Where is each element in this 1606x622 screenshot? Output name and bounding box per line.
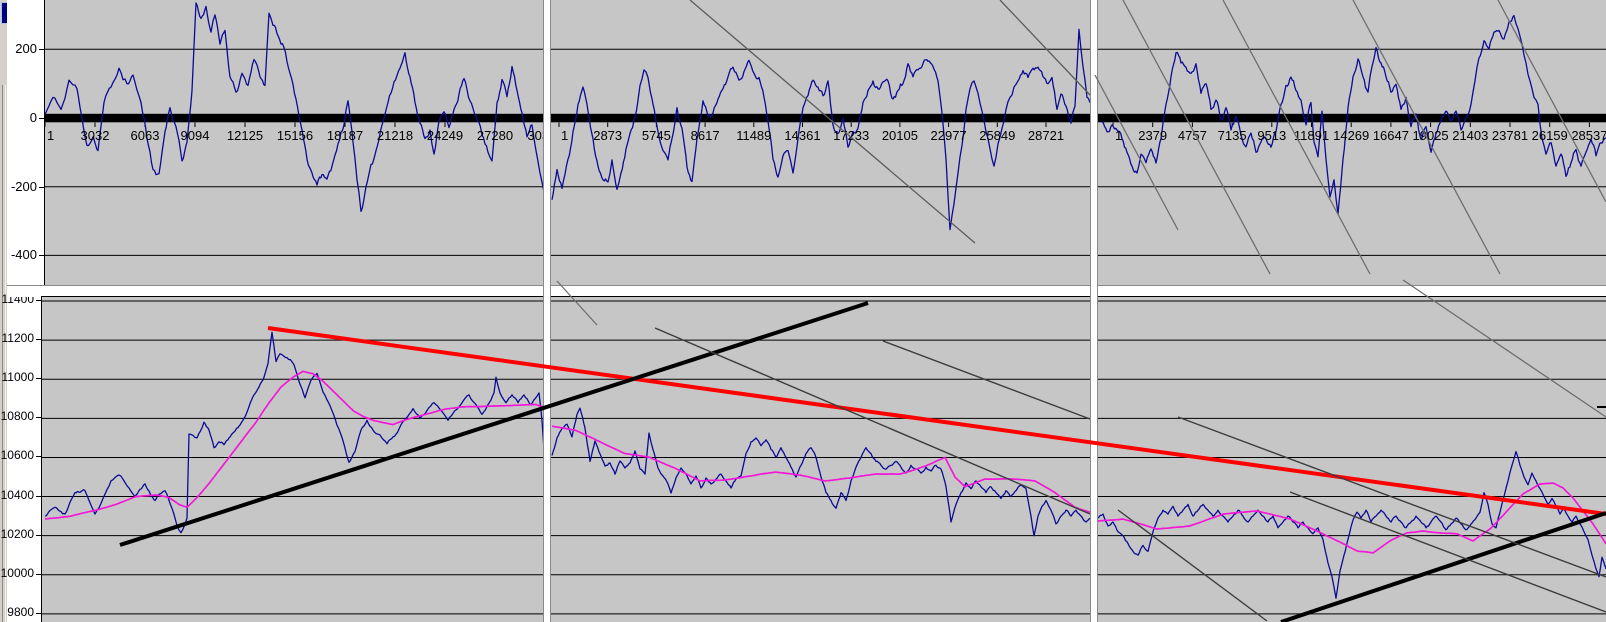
window-gap-band [7,285,1606,297]
price-line [1098,450,1606,599]
window-frame-strip [0,0,7,622]
zero-line [1098,113,1606,123]
x-axis-tick-label: 11489 [736,128,772,143]
price-chart-left[interactable] [41,296,544,622]
price-chart-middle[interactable] [551,296,1090,622]
x-axis-tick-label: 7135 [1217,128,1247,143]
x-axis-tick-label: 17233 [833,128,870,143]
x-axis-tick-label: 4757 [1177,128,1207,143]
y-axis-tick-label: 11200 [1,331,34,346]
y-axis-tick [39,255,44,257]
x-axis-tick-label: 23781 [1491,128,1529,143]
window-frame-bevel [2,85,3,622]
x-axis-tick-label: 8617 [690,128,720,143]
y-axis-tick-label: 10400 [0,487,34,502]
x-axis-tick-label: 1 [1115,128,1123,143]
x-axis-tick-label: 2379 [1138,128,1168,143]
y-axis-tick-label: 10800 [0,409,34,424]
x-axis-tick-label: 3032 [80,128,110,143]
x-axis-tick-label: 22977 [930,128,967,143]
oscillator-line [45,2,544,213]
y-axis-tick [39,118,44,119]
x-axis-tick-label: 21218 [376,128,414,143]
y-axis-tick [39,186,44,188]
x-axis-tick-label: 9513 [1257,128,1287,143]
oscillator-chart-right[interactable]: 1 2379 4757 7135 9513 11891 14269 16647 19025 214… [1098,0,1606,285]
x-axis-tick-label: 20105 [881,128,918,143]
x-axis-tick-label: 21403 [1452,128,1489,143]
window-divider-left[interactable] [543,0,551,622]
moving-average-line [551,425,1090,514]
window-frame-highlight [5,85,6,622]
price-chart-right[interactable] [1098,296,1606,622]
y-axis-tick-label: 10000 [0,565,34,580]
y-axis-tick [36,456,41,458]
window-divider-right[interactable] [1090,0,1098,622]
oscillator-y-axis: 200 0 -200 -400 [7,0,44,285]
price-left-plot [42,300,544,615]
price-y-axis: 11400 11200 11000 10800 10600 10400 10200 10000… [1,292,41,622]
x-axis-tick-label: 2873 [593,128,623,143]
price-line [551,407,1090,537]
x-axis-tick-label: 18187 [326,128,364,143]
y-axis-tick-label: 10600 [0,448,34,463]
oscillator-chart-left[interactable]: 1 3032 6063 9094 12125 15156 18187 21218 24249 27… [44,0,544,285]
y-axis-tick-label: 9800 [7,604,34,619]
x-axis-tick-label: 30311 [527,128,544,143]
y-axis-tick [36,300,41,301]
x-axis-tick-label: 27280 [476,128,514,143]
y-axis-tick-label: 11000 [1,370,34,385]
x-axis-tick-label: 9094 [180,128,210,143]
x-axis-tick-label: 1 [47,128,55,143]
y-axis-tick-label: -200 [10,178,37,194]
zero-line [551,113,1090,123]
y-axis-tick [36,573,41,575]
y-axis-tick [39,49,44,51]
y-axis-tick-label: 200 [15,41,37,57]
y-axis-tick [36,495,41,497]
y-axis-tick-label: 0 [29,110,37,125]
oscillator-chart-middle[interactable]: 1 2873 5745 8617 11489 14361 17233 20105 22977 25… [551,0,1090,285]
x-axis-tick-label: 16647 [1372,128,1409,143]
x-axis-tick-label: 28537 [1571,128,1606,143]
y-axis-tick-label: 10200 [0,526,34,541]
y-axis-tick [36,339,41,341]
x-axis-tick-label: 14269 [1333,128,1370,143]
y-axis-tick [36,612,41,614]
x-axis-tick-label: 14361 [784,128,821,143]
price-right-plot [1098,300,1606,615]
oscillator-left-plot [45,2,544,256]
y-axis-tick [36,417,41,419]
x-axis-tick-label: 24249 [426,128,464,143]
y-axis-tick-label: -400 [10,247,37,263]
x-axis-tick-label: 19025 [1412,128,1449,143]
x-axis-tick-label: 12125 [226,128,264,143]
x-axis-tick-label: 5745 [641,128,671,143]
x-axis-tick-label: 26159 [1531,128,1568,143]
x-axis-tick-label: 1 [561,128,569,143]
x-axis-tick-label: 6063 [130,128,160,143]
x-axis-tick-label: 28721 [1027,128,1065,143]
y-axis-tick [36,534,41,536]
x-axis-tick-label: 15156 [276,128,314,143]
zero-line [45,113,544,123]
x-axis-tick-label: 25849 [979,128,1016,143]
x-axis-tick-label: 11891 [1293,128,1330,143]
moving-average-line [1098,482,1606,554]
y-axis-tick [36,378,41,380]
price-middle-plot [551,300,1090,615]
